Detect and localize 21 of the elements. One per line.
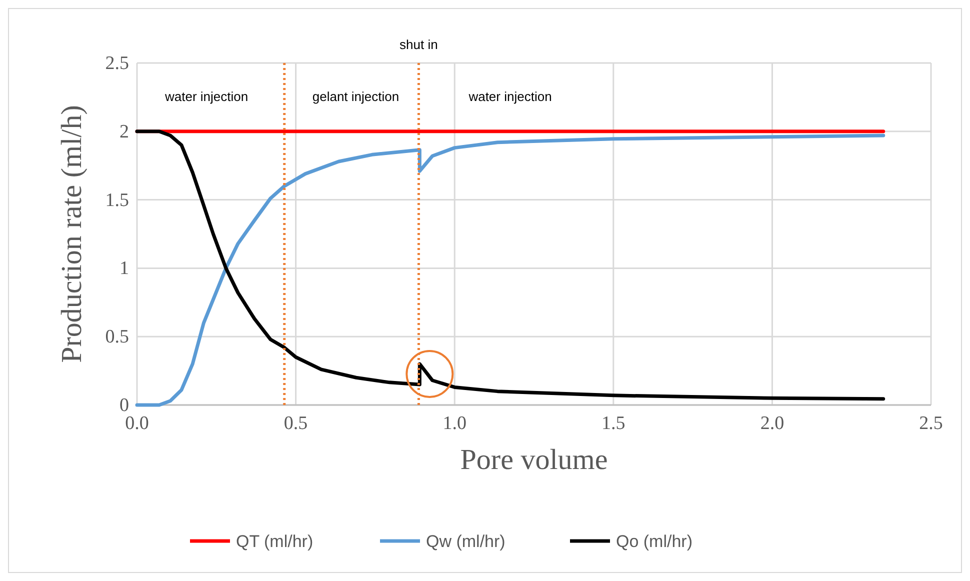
x-tick-label: 2.0 bbox=[760, 413, 784, 434]
x-tick-label: 1.0 bbox=[442, 413, 466, 434]
x-tick-label: 0.0 bbox=[125, 413, 149, 434]
y-tick-label: 1.5 bbox=[105, 190, 129, 211]
x-axis-title: Pore volume bbox=[460, 444, 608, 476]
y-tick-label: 2.5 bbox=[105, 53, 129, 74]
legend-label: QT (ml/hr) bbox=[236, 532, 314, 551]
x-tick-label: 0.5 bbox=[284, 413, 308, 434]
ref-line-label: shut in bbox=[400, 37, 438, 52]
y-axis-title: Production rate (ml/h) bbox=[56, 105, 88, 363]
annotation: water injection bbox=[468, 89, 552, 104]
y-tick-label: 2 bbox=[120, 121, 129, 142]
legend-label: Qw (ml/hr) bbox=[426, 532, 506, 551]
annotation: gelant injection bbox=[312, 89, 400, 104]
x-tick-label: 1.5 bbox=[602, 413, 626, 434]
legend-label: Qo (ml/hr) bbox=[616, 532, 692, 551]
y-tick-label: 0 bbox=[120, 395, 129, 416]
x-tick-label: 2.5 bbox=[919, 413, 943, 434]
y-tick-label: 1 bbox=[120, 258, 129, 280]
y-tick-label: 0.5 bbox=[105, 326, 129, 348]
annotation: water injection bbox=[164, 89, 248, 104]
